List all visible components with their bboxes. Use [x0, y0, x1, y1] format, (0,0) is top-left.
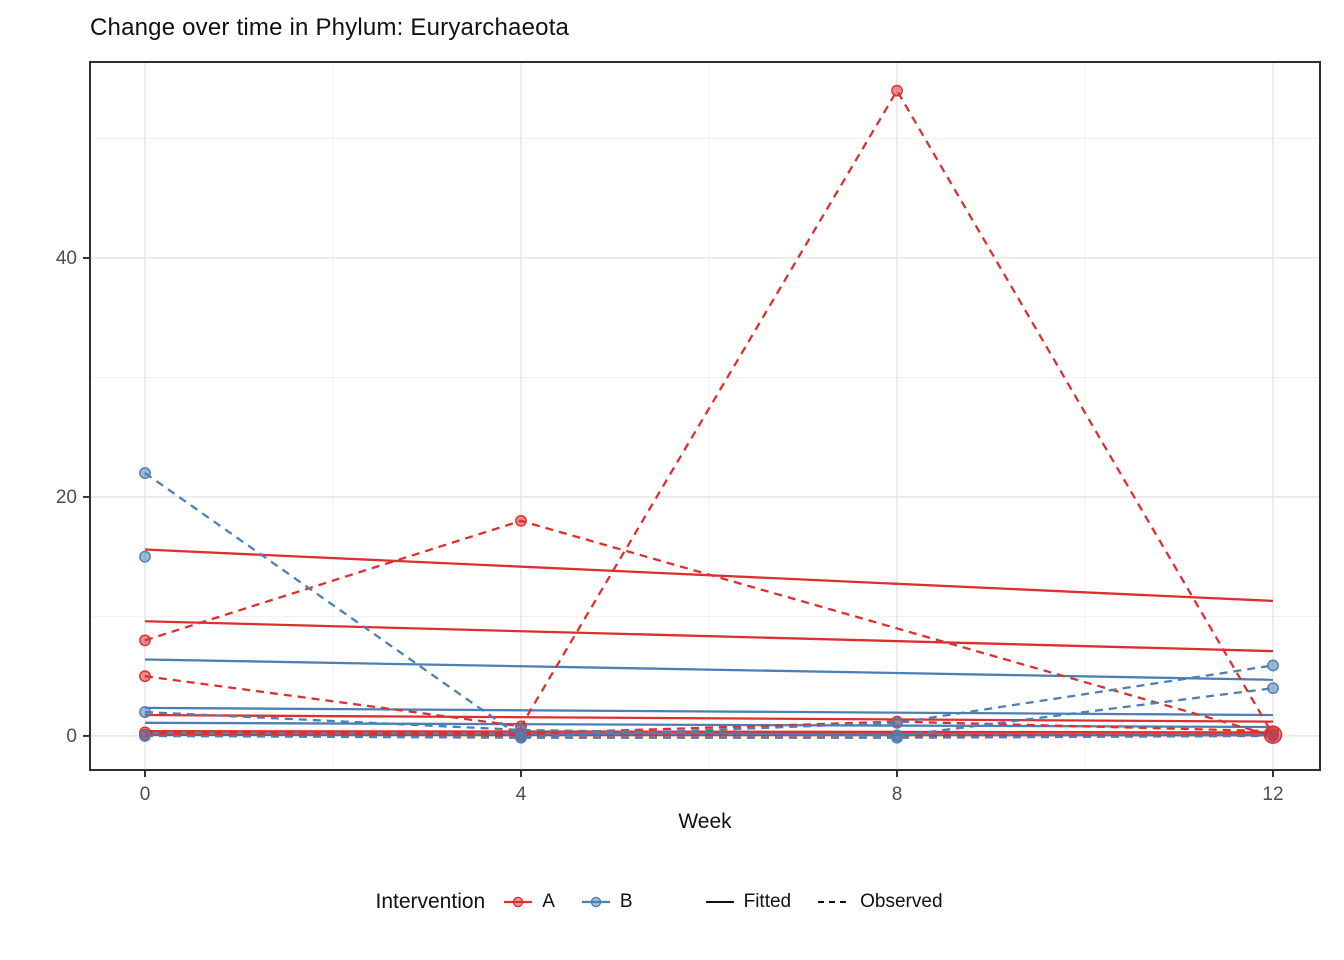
legend-item-observed: Observed — [817, 891, 943, 913]
marker-B-observed-1 — [891, 716, 903, 729]
series-line-B-observed-1 — [144, 472, 1274, 739]
legend-label-b: B — [619, 891, 633, 912]
legend-title: Intervention — [375, 890, 486, 913]
marker-B-observed-1 — [1267, 659, 1279, 672]
series-line-B-observed-4 — [144, 734, 1274, 739]
legend-key-a-icon — [504, 896, 533, 908]
marker-A-observed-1 — [515, 514, 527, 527]
x-axis-title: Week — [678, 810, 732, 833]
legend-key-fitted-icon — [705, 901, 734, 903]
x-tick-label: 8 — [892, 784, 903, 805]
marker-B-observed-4 — [515, 731, 527, 744]
x-tick-label: 12 — [1262, 784, 1283, 805]
series-line-A-fitted-4 — [144, 730, 1274, 734]
legend-label-fitted: Fitted — [743, 891, 792, 912]
marker-B-observed-3 — [139, 550, 151, 563]
series-line-A-observed-4 — [144, 733, 1273, 737]
series-line-B-fitted-2 — [144, 706, 1274, 717]
legend-key-observed-icon — [818, 901, 851, 903]
series-line-B-fitted-1 — [144, 658, 1274, 681]
series-line-A-fitted-3 — [144, 713, 1274, 723]
series-line-A-observed-2 — [144, 88, 1274, 736]
marker-A-observed-1 — [139, 634, 151, 647]
y-tick-label: 0 — [66, 726, 77, 747]
y-tick-label: 20 — [56, 487, 77, 508]
marker-emphasis — [1263, 725, 1283, 744]
legend: Intervention A B Fitted — [0, 890, 1344, 914]
marker-A-observed-2 — [139, 670, 151, 683]
marker-A-observed-2 — [891, 84, 903, 97]
series-line-A-observed-3 — [144, 720, 1274, 735]
marker-B-observed-2 — [139, 706, 151, 718]
legend-item-fitted: Fitted — [705, 891, 792, 913]
marker-B-observed-1 — [139, 467, 151, 479]
legend-item-a: A — [503, 891, 555, 913]
marker-B-observed-4 — [891, 731, 903, 744]
legend-label-observed: Observed — [860, 891, 943, 912]
legend-key-b-icon — [581, 896, 610, 908]
x-tick-label: 0 — [140, 784, 151, 805]
panel-border — [89, 61, 1321, 771]
legend-label-a: A — [542, 891, 555, 912]
y-tick-label: 40 — [56, 248, 77, 269]
series-line-B-observed-2 — [144, 687, 1274, 738]
legend-item-b: B — [581, 891, 633, 913]
marker-B-observed-2 — [1267, 682, 1279, 695]
marker-B-observed-4 — [139, 730, 151, 742]
series-line-A-fitted-2 — [144, 620, 1274, 653]
x-tick-label: 4 — [516, 784, 527, 805]
plot-area: 0 4 8 12 0 20 40 — [56, 61, 1321, 805]
chart-title: Change over time in Phylum: Euryarchaeot… — [90, 14, 570, 41]
